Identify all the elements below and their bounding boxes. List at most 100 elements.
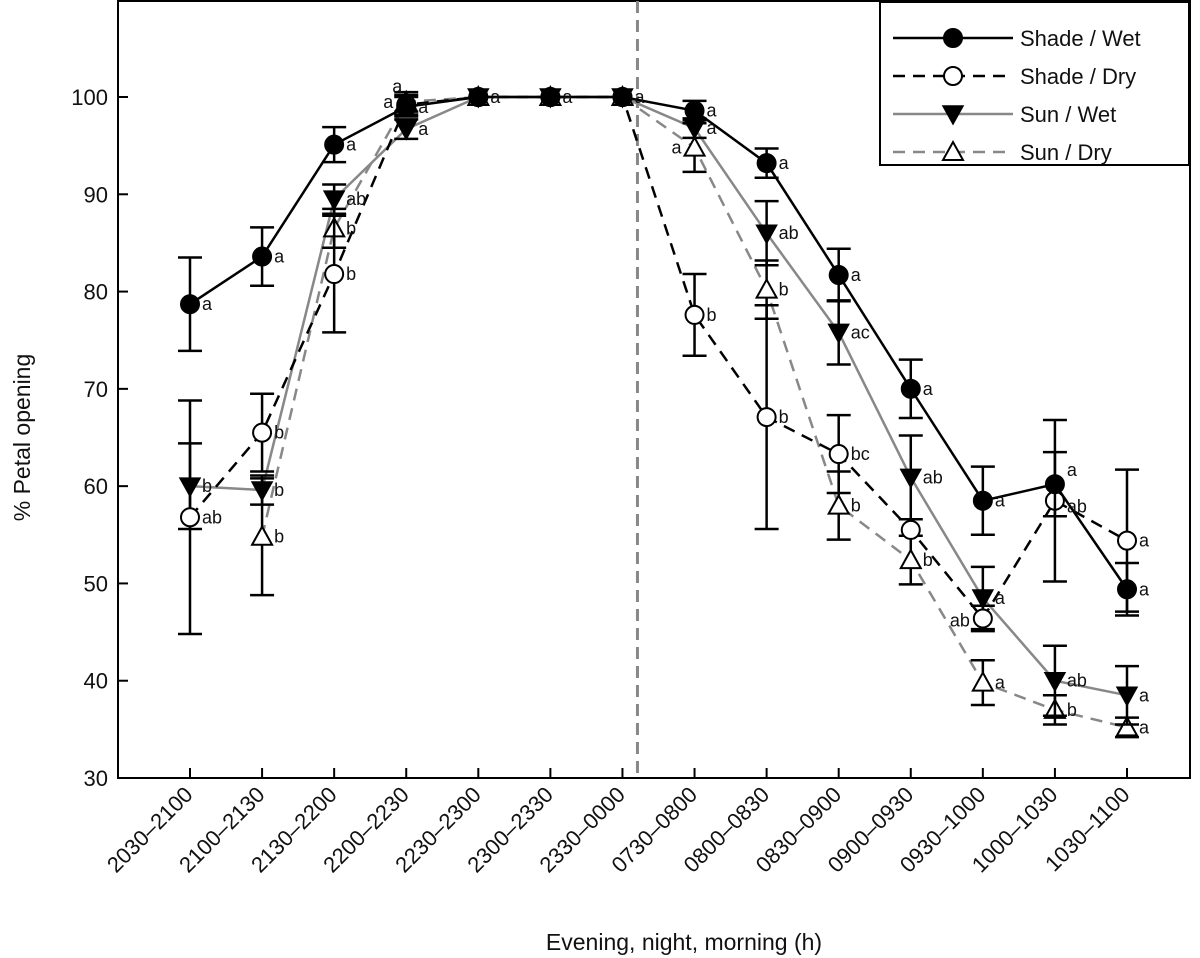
significance-label: b [779, 407, 789, 427]
significance-label: a [707, 118, 718, 138]
legend-label: Shade / Wet [1020, 26, 1141, 51]
data-point [943, 66, 963, 86]
significance-label: ab [779, 223, 799, 243]
series-shade-wet [189, 95, 1129, 590]
y-tick-label: 30 [84, 766, 108, 791]
data-point [682, 135, 707, 157]
data-point [322, 190, 346, 211]
data-point [324, 134, 345, 155]
data-point [941, 139, 965, 161]
data-point [900, 519, 921, 540]
legend-label: Sun / Dry [1020, 140, 1112, 165]
data-point [252, 246, 273, 267]
y-tick-label: 50 [84, 571, 108, 596]
y-tick-label: 80 [84, 280, 108, 305]
legend-box [879, 1, 1190, 166]
data-point [324, 264, 345, 285]
data-point [972, 608, 993, 629]
significance-label: a [202, 294, 213, 314]
significance-label: b [707, 305, 717, 325]
data-point [971, 589, 995, 610]
data-point [1115, 715, 1139, 737]
series-line [189, 95, 1128, 697]
legend-label: Sun / Wet [1020, 102, 1116, 127]
significance-label: a [995, 491, 1006, 511]
data-point [899, 468, 923, 489]
data-point [756, 153, 777, 174]
significance-label: b [274, 527, 284, 547]
y-tick-label: 70 [84, 377, 108, 402]
data-point [1115, 686, 1139, 707]
significance-label: ac [851, 322, 870, 342]
data-point [826, 493, 851, 515]
data-point [1117, 530, 1137, 551]
significance-label: ab [923, 467, 943, 487]
significance-label: a [418, 119, 429, 139]
data-point [1044, 474, 1065, 495]
significance-label: a [923, 379, 934, 399]
significance-label: ab [950, 610, 970, 630]
data-point [683, 119, 706, 140]
significance-label: a [274, 247, 285, 267]
data-point [684, 100, 705, 121]
data-point [612, 87, 633, 107]
data-point [828, 444, 849, 465]
series-shade-dry [189, 95, 1128, 621]
x-axis-title: Evening, night, morning (h) [546, 929, 822, 955]
significance-label: a [672, 138, 683, 158]
significance-label: a [995, 588, 1006, 608]
significance-label: a [1139, 685, 1150, 705]
significance-label: b [274, 423, 284, 443]
legend-label: Shade / Dry [1020, 64, 1136, 89]
significance-label: a [851, 265, 862, 285]
series-line [260, 95, 1128, 729]
y-axis-title: % Petal opening [9, 354, 35, 522]
significance-label: a [392, 77, 403, 97]
data-point [252, 422, 273, 443]
significance-label: a [779, 153, 790, 173]
significance-label: ab [1067, 497, 1087, 517]
significance-label: a [490, 87, 501, 107]
data-point [684, 304, 705, 325]
data-point [941, 105, 965, 126]
significance-label: a [383, 92, 394, 112]
significance-label: a [1139, 717, 1150, 737]
significance-label: a [1139, 579, 1150, 599]
data-point [755, 224, 778, 245]
data-point [754, 277, 779, 299]
significance-label: bc [851, 444, 870, 464]
significance-label: b [346, 264, 356, 284]
data-point [972, 490, 993, 511]
significance-label: a [634, 87, 645, 107]
series-line [189, 95, 1128, 621]
significance-label: b [202, 476, 212, 496]
series-line [189, 95, 1129, 590]
significance-label: a [995, 673, 1006, 693]
data-point [540, 87, 561, 107]
significance-label: a [1139, 531, 1150, 551]
significance-label: b [274, 480, 284, 500]
data-point [827, 323, 850, 344]
data-point [943, 28, 963, 48]
series-sun-wet [189, 95, 1128, 697]
series-sun-dry [260, 95, 1128, 729]
y-tick-label: 60 [84, 474, 108, 499]
significance-label: ab [1067, 671, 1087, 691]
data-point [828, 265, 849, 286]
significance-label: a [707, 101, 718, 121]
y-tick-label: 100 [71, 85, 108, 110]
data-point [971, 670, 995, 692]
significance-label: b [923, 550, 933, 570]
data-point [396, 96, 417, 117]
significance-label: b [1067, 700, 1077, 720]
data-point [250, 481, 274, 502]
data-point [180, 507, 200, 528]
significance-label: b [779, 280, 789, 300]
significance-label: a [562, 87, 573, 107]
